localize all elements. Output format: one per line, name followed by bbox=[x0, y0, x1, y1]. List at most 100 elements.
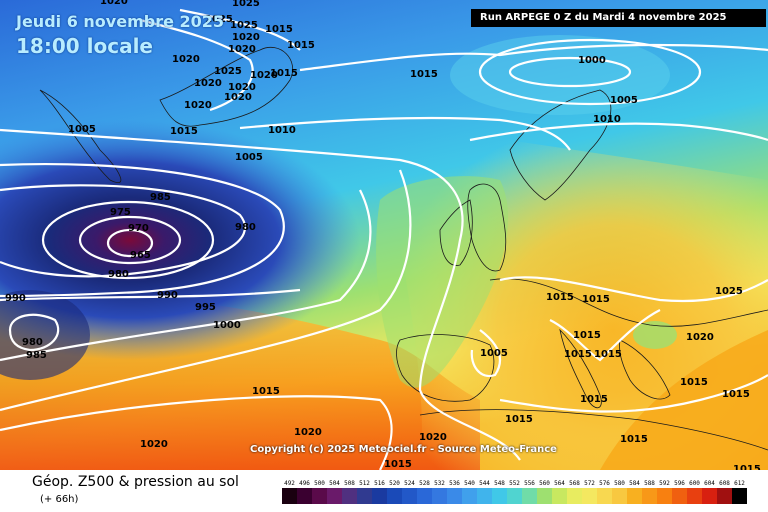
isobar-1000 bbox=[0, 169, 412, 412]
isobar-labels: 1020 1025 1025 1020 1020 1025 1020 1025 … bbox=[5, 0, 761, 470]
scale-tick-label: 512 bbox=[359, 480, 370, 487]
scale-swatch bbox=[297, 488, 312, 504]
forecast-time-title: 18:00 locale bbox=[16, 34, 153, 58]
isobar-label: 1015 bbox=[384, 459, 412, 470]
isobar-label: 1020 bbox=[184, 100, 212, 111]
scale-tick-label: 504 bbox=[329, 480, 340, 487]
isobar-label: 1015 bbox=[505, 414, 533, 425]
balkans-coast bbox=[619, 339, 671, 400]
scale-tick-label: 516 bbox=[374, 480, 385, 487]
isobar-1015-west bbox=[0, 395, 393, 470]
isobar-label: 1020 bbox=[232, 32, 260, 43]
isobar-label: 1020 bbox=[172, 54, 200, 65]
isobar-label: 1015 bbox=[410, 69, 438, 80]
isobar-label: 1005 bbox=[235, 152, 263, 163]
isobar-1005-med bbox=[470, 329, 502, 378]
isobar-1015-north bbox=[299, 43, 768, 72]
forecast-lead-time: (+ 66h) bbox=[40, 494, 79, 505]
isobar-label: 1020 bbox=[100, 0, 128, 7]
isobar-label: 1015 bbox=[620, 434, 648, 445]
isobar-label: 1020 bbox=[686, 332, 714, 343]
scale-tick-label: 568 bbox=[569, 480, 580, 487]
scale-tick-label: 576 bbox=[599, 480, 610, 487]
isobar-label: 1025 bbox=[230, 20, 258, 31]
weather-map: 1020 1025 1025 1020 1020 1025 1020 1025 … bbox=[0, 0, 768, 470]
scale-swatch bbox=[342, 488, 357, 504]
isobar-985 bbox=[0, 162, 285, 298]
isobar-1005-north bbox=[469, 122, 768, 142]
isobar-label: 1015 bbox=[580, 394, 608, 405]
isobar-label: 980 bbox=[235, 222, 256, 233]
warm-airmass-southeast bbox=[600, 330, 768, 470]
isobar-label: 1005 bbox=[610, 95, 638, 106]
scale-swatch bbox=[492, 488, 507, 504]
scale-tick-label: 572 bbox=[584, 480, 595, 487]
scale-tick-label: 548 bbox=[494, 480, 505, 487]
scale-swatch bbox=[462, 488, 477, 504]
scale-swatch bbox=[687, 488, 702, 504]
scale-tick-label: 532 bbox=[434, 480, 445, 487]
isobar-label: 1015 bbox=[582, 294, 610, 305]
scale-tick-label: 556 bbox=[524, 480, 535, 487]
isobar-label: 1000 bbox=[578, 55, 606, 66]
scale-tick-label: 492 bbox=[284, 480, 295, 487]
model-run-banner: Run ARPEGE 0 Z du Mardi 4 novembre 2025 bbox=[471, 9, 766, 27]
scale-tick-label: 612 bbox=[734, 480, 745, 487]
scale-swatch bbox=[552, 488, 567, 504]
scale-tick-label: 600 bbox=[689, 480, 700, 487]
isobar-label: 985 bbox=[26, 350, 47, 361]
scale-swatch bbox=[447, 488, 462, 504]
italy-coast bbox=[559, 328, 602, 409]
isobar-label: 1015 bbox=[546, 292, 574, 303]
isobar-label: 1015 bbox=[252, 386, 280, 397]
isobar-label: 1020 bbox=[140, 439, 168, 450]
iceland-coast bbox=[159, 47, 293, 127]
isobar-980-sw bbox=[8, 313, 60, 352]
forecast-date-title: Jeudi 6 novembre 2025 bbox=[16, 12, 225, 31]
scale-tick-label: 584 bbox=[629, 480, 640, 487]
isobar-label: 1000 bbox=[213, 320, 241, 331]
isobar-label: 1015 bbox=[680, 377, 708, 388]
isobar-label: 990 bbox=[5, 293, 26, 304]
isobar-995 bbox=[0, 189, 372, 362]
isobar-980 bbox=[0, 184, 246, 278]
scale-swatch bbox=[387, 488, 402, 504]
scale-tick-label: 528 bbox=[419, 480, 430, 487]
isobar-1025-iceland bbox=[179, 8, 301, 51]
scale-swatch bbox=[672, 488, 687, 504]
isobar-label: 1015 bbox=[733, 464, 761, 470]
coastlines bbox=[39, 47, 768, 451]
scale-swatch bbox=[732, 488, 747, 504]
isobar-label: 980 bbox=[22, 337, 43, 348]
scale-swatch bbox=[657, 488, 672, 504]
scale-tick-label: 608 bbox=[719, 480, 730, 487]
scale-tick-label: 552 bbox=[509, 480, 520, 487]
isobar-990 bbox=[0, 288, 301, 302]
scale-tick-label: 580 bbox=[614, 480, 625, 487]
isobar-1020-iceland bbox=[139, 18, 254, 112]
secondary-low bbox=[0, 290, 90, 380]
isobar-1015-south bbox=[499, 374, 768, 413]
isobar-label: 1025 bbox=[715, 286, 743, 297]
isobar-label: 1010 bbox=[593, 114, 621, 125]
scale-tick-label: 500 bbox=[314, 480, 325, 487]
north-africa-coast bbox=[419, 409, 768, 451]
scale-swatch bbox=[402, 488, 417, 504]
isobar-1015-east bbox=[499, 276, 768, 302]
scale-tick-label: 604 bbox=[704, 480, 715, 487]
isobar-label: 1020 bbox=[194, 78, 222, 89]
balkan-cold-pool bbox=[633, 321, 677, 349]
isobar-label: 1025 bbox=[232, 0, 260, 9]
scale-swatch bbox=[537, 488, 552, 504]
isobar-label: 980 bbox=[108, 269, 129, 280]
scale-swatch bbox=[717, 488, 732, 504]
isobar-label: 1020 bbox=[250, 70, 278, 81]
isobar-label: 1015 bbox=[265, 24, 293, 35]
copyright-notice: Copyright (c) 2025 Meteociel.fr - Source… bbox=[250, 444, 557, 455]
scandinavia-coast bbox=[509, 89, 612, 201]
scale-tick-label: 496 bbox=[299, 480, 310, 487]
isobar-label: 1020 bbox=[224, 92, 252, 103]
isobar-lines bbox=[0, 8, 768, 470]
isobar-label: 1020 bbox=[419, 432, 447, 443]
iberia-coast bbox=[396, 334, 495, 402]
